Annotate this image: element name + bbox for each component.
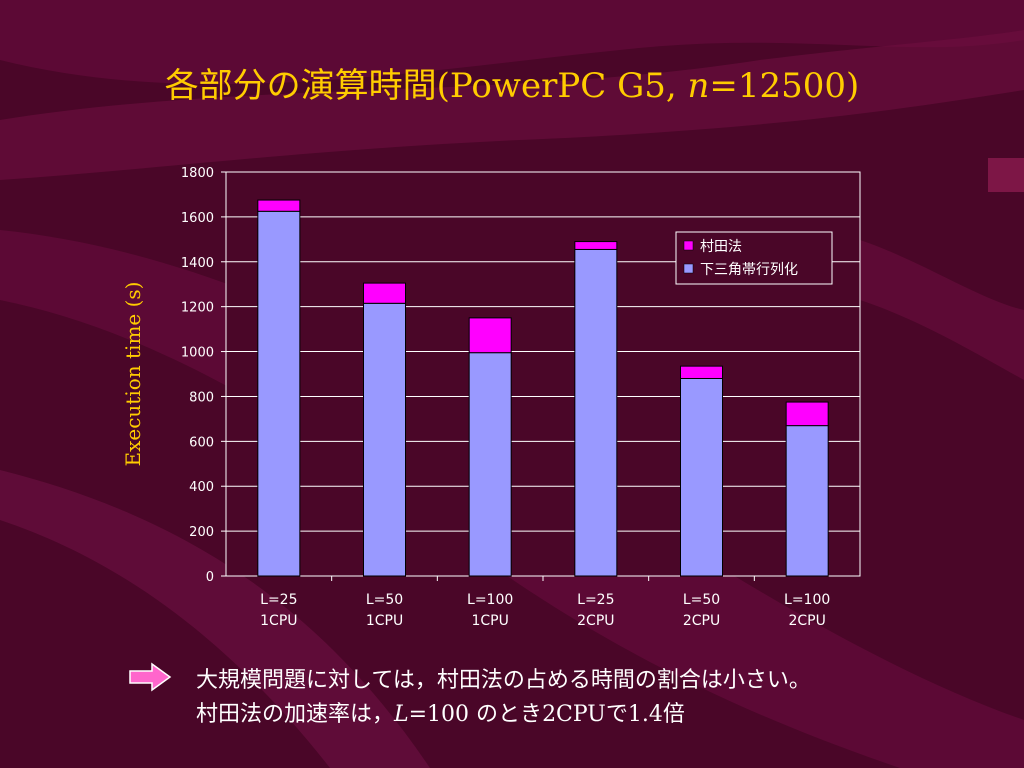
bar-segment <box>785 401 829 427</box>
x-tick-label: L=25 <box>260 592 297 608</box>
bar-segment <box>468 317 512 354</box>
legend-label: 村田法 <box>700 239 742 255</box>
y-tick-label: 0 <box>206 570 214 585</box>
x-tick-label: 1CPU <box>366 613 403 629</box>
legend <box>675 231 833 285</box>
bar-segment <box>363 282 406 304</box>
bar-segment <box>363 302 406 577</box>
bar-segment <box>257 199 301 212</box>
x-tick-label: 2CPU <box>683 613 720 629</box>
legend-swatch <box>683 240 694 251</box>
x-tick-label: L=25 <box>577 592 614 608</box>
x-tick-label: 2CPU <box>577 613 614 629</box>
legend-label: 下三角帯行列化 <box>700 262 798 278</box>
bar-segment <box>680 365 723 379</box>
x-tick-label: L=100 <box>467 592 513 608</box>
bar-segment <box>785 425 829 577</box>
x-tick-label: L=100 <box>784 592 830 608</box>
y-tick-label: 1000 <box>181 346 214 361</box>
summary-text: 大規模問題に対しては，村田法の占める時間の割合は小さい。 村田法の加速率は，L=… <box>196 664 811 732</box>
bar-segment <box>680 377 723 577</box>
y-axis-label: Execution time (s) <box>121 282 145 467</box>
y-tick-label: 200 <box>189 525 214 540</box>
x-tick-label: 1CPU <box>260 613 297 629</box>
y-tick-label: 600 <box>189 435 214 450</box>
legend-swatch <box>683 263 694 274</box>
x-tick-label: L=50 <box>683 592 720 608</box>
bar-segment <box>574 248 618 577</box>
x-tick-label: L=50 <box>366 592 403 608</box>
x-tick-label: 1CPU <box>471 613 508 629</box>
x-tick-label: 2CPU <box>788 613 825 629</box>
bullet-line-2: 村田法の加速率は，L=100 のとき2CPUで1.4倍 <box>196 702 685 727</box>
bar-segment <box>468 352 512 577</box>
y-tick-label: 1600 <box>181 211 214 226</box>
bullet-line-1: 大規模問題に対しては，村田法の占める時間の割合は小さい。 <box>196 668 811 693</box>
y-tick-label: 400 <box>189 480 214 495</box>
y-tick-label: 1400 <box>181 256 214 271</box>
arrow-right-icon <box>129 662 172 692</box>
slide-title: 各部分の演算時間(PowerPC G5, n=12500) <box>164 66 860 106</box>
bar-segment <box>574 241 618 250</box>
bar-segment <box>257 210 301 577</box>
y-tick-label: 1200 <box>181 301 214 316</box>
y-tick-label: 1800 <box>181 166 214 181</box>
y-tick-label: 800 <box>189 390 214 405</box>
